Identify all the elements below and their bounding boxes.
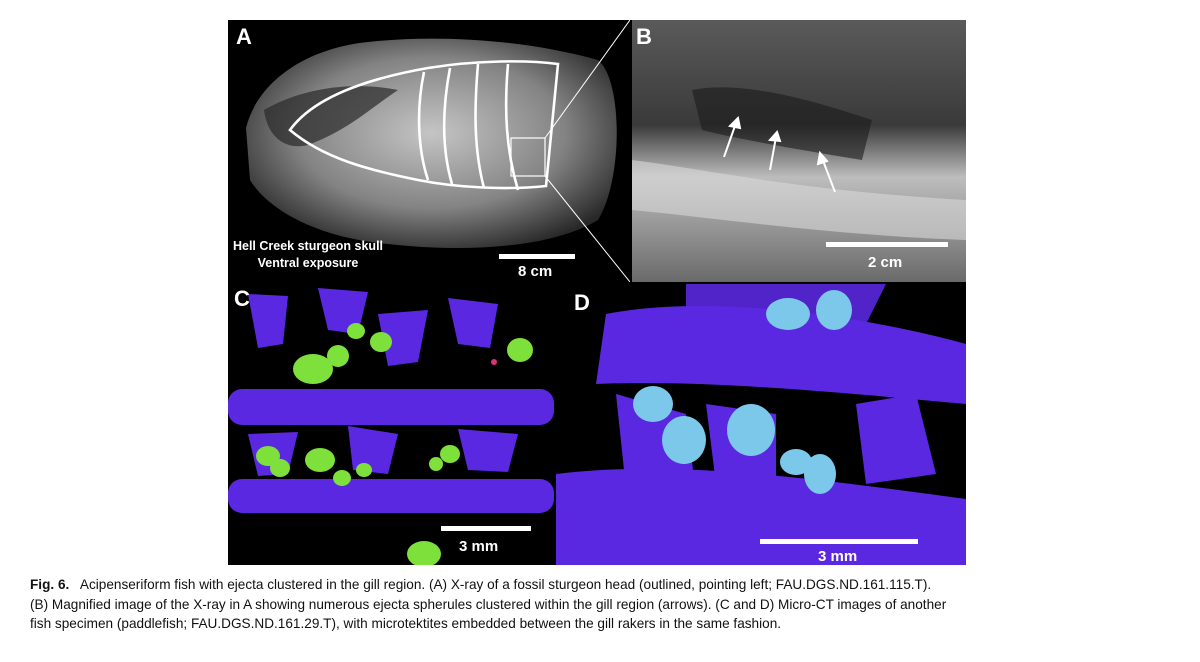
panel-a-xray: A Hell Creek sturgeon skull Ventral expo… xyxy=(228,20,630,282)
panel-d-microct: D 3 mm xyxy=(556,284,966,565)
microct-image-c xyxy=(228,288,554,565)
magnified-xray xyxy=(632,20,966,282)
panel-c-microct: C 3 mm xyxy=(228,284,554,565)
sturgeon-skull-xray xyxy=(246,20,630,282)
panel-b-label: B xyxy=(636,24,652,49)
panel-b-magnified: B 2 cm xyxy=(632,20,966,282)
caption-line1-text: Acipenseriform fish with ejecta clustere… xyxy=(79,577,932,592)
caption-line1: Fig. 6. Acipenseriform fish with ejecta … xyxy=(30,575,1180,595)
panel-a-label: A xyxy=(236,24,252,49)
specimen-caption-line2: Ventral exposure xyxy=(257,256,359,270)
arrow-icons xyxy=(723,115,836,193)
panel-d-label: D xyxy=(574,290,590,315)
panel-d-scale-label: 3 mm xyxy=(818,548,858,565)
panel-c-label: C xyxy=(234,286,250,311)
figure-caption: Fig. 6. Acipenseriform fish with ejecta … xyxy=(30,575,1180,634)
panel-b-scale-label: 2 cm xyxy=(868,254,903,271)
figure-number: Fig. 6. xyxy=(30,577,70,592)
figure-6: A Hell Creek sturgeon skull Ventral expo… xyxy=(228,20,966,565)
specimen-caption: Hell Creek sturgeon skull Ventral exposu… xyxy=(228,238,388,272)
specimen-caption-line1: Hell Creek sturgeon skull xyxy=(232,239,384,253)
microct-image-d xyxy=(556,284,966,565)
caption-line3: fish specimen (paddlefish; FAU.DGS.ND.16… xyxy=(30,616,782,631)
caption-line2: (B) Magnified image of the X-ray in A sh… xyxy=(30,596,947,612)
panel-a-scale-label: 8 cm xyxy=(518,263,553,280)
panel-c-scale-label: 3 mm xyxy=(459,538,499,555)
